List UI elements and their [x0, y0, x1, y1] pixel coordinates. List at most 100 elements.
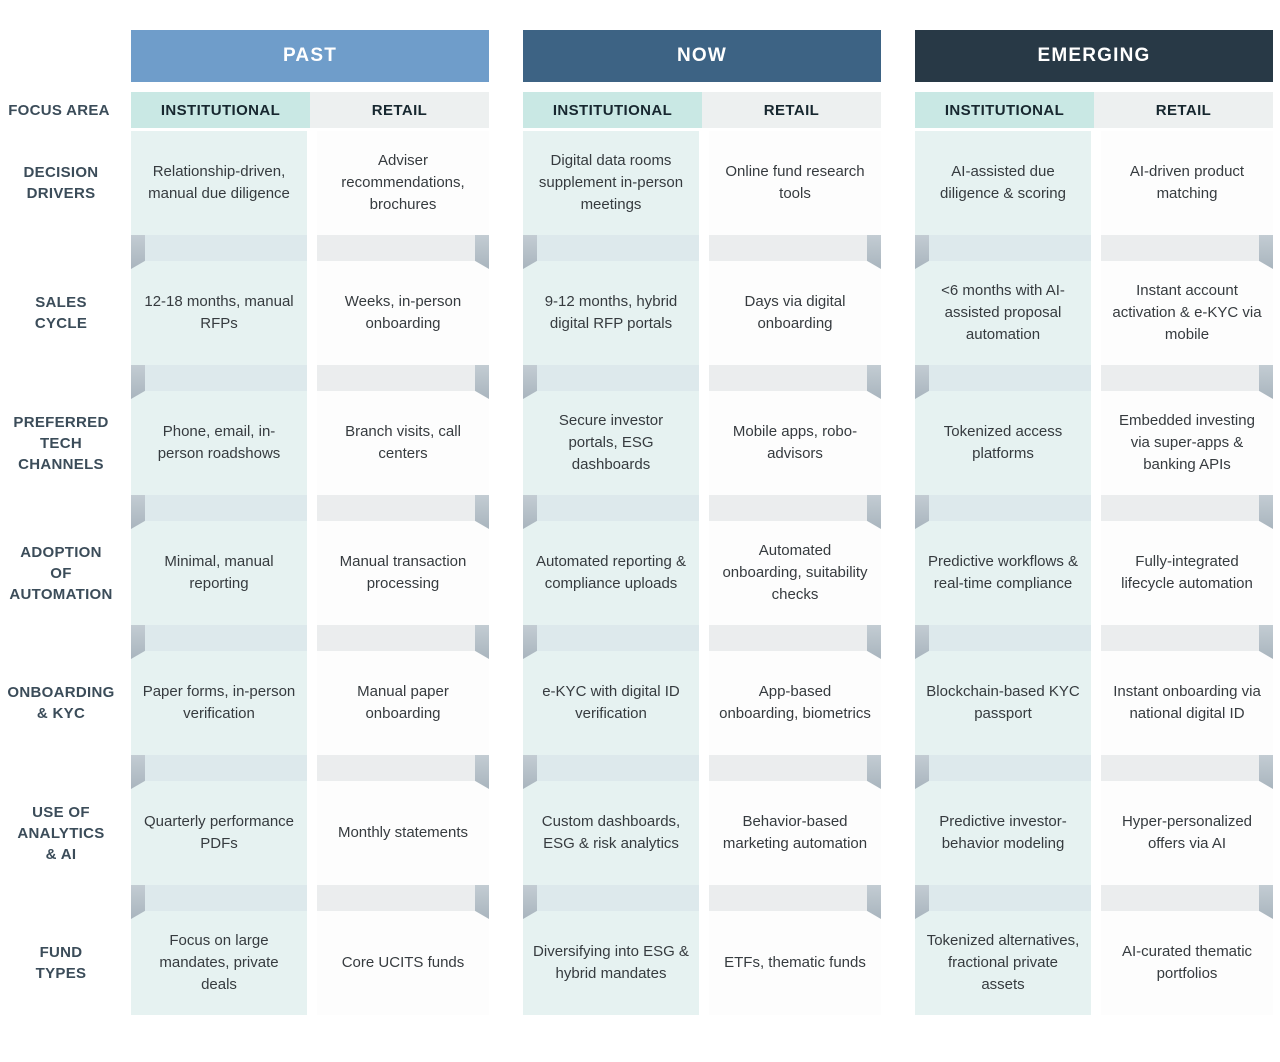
table-cell: Quarterly performance PDFs — [131, 781, 307, 885]
group-header-emerging: EMERGING — [915, 30, 1273, 82]
table-cell: Relationship-driven, manual due diligenc… — [131, 131, 307, 235]
row-separator — [915, 885, 1091, 911]
row-label-fund-types: FUND TYPES — [35, 944, 87, 982]
row-label-column: DECISION DRIVERS SALES CYCLE PREFERRED T… — [0, 131, 122, 1041]
table-cell: Automated reporting & compliance uploads — [523, 521, 699, 625]
group-header-now: NOW — [523, 30, 881, 82]
row-separator — [317, 235, 489, 261]
row-separator — [523, 495, 699, 521]
table-cell: Online fund research tools — [709, 131, 881, 235]
row-separator — [131, 885, 307, 911]
emerging-retail-subheader: RETAIL — [1094, 92, 1273, 128]
row-separator — [317, 755, 489, 781]
row-separator — [317, 365, 489, 391]
past-retail-column: Adviser recommendations, brochures Weeks… — [317, 131, 489, 1015]
table-cell: Instant account activation & e-KYC via m… — [1101, 261, 1273, 365]
row-separator — [523, 755, 699, 781]
table-cell: Custom dashboards, ESG & risk analytics — [523, 781, 699, 885]
row-separator — [131, 755, 307, 781]
row-separator — [915, 625, 1091, 651]
group-now: NOW INSTITUTIONAL RETAIL Digital data ro… — [523, 30, 881, 1015]
table-cell: Automated onboarding, suitability checks — [709, 521, 881, 625]
row-label-onboarding-kyc: ONBOARDING & KYC — [7, 684, 115, 722]
table-cell: Instant onboarding via national digital … — [1101, 651, 1273, 755]
past-retail-subheader: RETAIL — [310, 92, 489, 128]
table-cell: Digital data rooms supplement in-person … — [523, 131, 699, 235]
now-institutional-subheader: INSTITUTIONAL — [523, 92, 702, 128]
row-separator — [915, 365, 1091, 391]
group-header-past: PAST — [131, 30, 489, 82]
row-separator — [317, 885, 489, 911]
table-cell: Adviser recommendations, brochures — [317, 131, 489, 235]
emerging-institutional-subheader: INSTITUTIONAL — [915, 92, 1094, 128]
row-separator — [131, 235, 307, 261]
table-cell: ETFs, thematic funds — [709, 911, 881, 1015]
now-institutional-column: Digital data rooms supplement in-person … — [523, 131, 699, 1015]
row-separator — [523, 365, 699, 391]
table-cell: Focus on large mandates, private deals — [131, 911, 307, 1015]
row-separator — [317, 625, 489, 651]
group-past: PAST INSTITUTIONAL RETAIL Relationship-d… — [131, 30, 489, 1015]
row-label-adoption-of-automation: ADOPTION OF AUTOMATION — [9, 543, 113, 603]
table-cell: Branch visits, call centers — [317, 391, 489, 495]
table-cell: AI-assisted due diligence & scoring — [915, 131, 1091, 235]
emerging-subheader-row: INSTITUTIONAL RETAIL — [915, 92, 1273, 128]
table-cell: Predictive workflows & real-time complia… — [915, 521, 1091, 625]
row-label-decision-drivers: DECISION DRIVERS — [23, 164, 99, 202]
now-subheader-row: INSTITUTIONAL RETAIL — [523, 92, 881, 128]
table-cell: Blockchain-based KYC passport — [915, 651, 1091, 755]
row-separator — [709, 235, 881, 261]
row-label-preferred-tech-channels: PREFERRED TECH CHANNELS — [13, 413, 109, 473]
row-separator — [523, 235, 699, 261]
past-subheader-row: INSTITUTIONAL RETAIL — [131, 92, 489, 128]
row-separator — [1101, 365, 1273, 391]
table-cell: Diversifying into ESG & hybrid mandates — [523, 911, 699, 1015]
row-separator — [131, 625, 307, 651]
table-cell: Paper forms, in-person verification — [131, 651, 307, 755]
table-cell: 12-18 months, manual RFPs — [131, 261, 307, 365]
table-cell: Mobile apps, robo-advisors — [709, 391, 881, 495]
table-cell: 9-12 months, hybrid digital RFP portals — [523, 261, 699, 365]
table-cell: Manual paper onboarding — [317, 651, 489, 755]
row-separator — [709, 625, 881, 651]
table-cell: AI-driven product matching — [1101, 131, 1273, 235]
table-cell: <6 months with AI-assisted proposal auto… — [915, 261, 1091, 365]
table-cell: Fully-integrated lifecycle automation — [1101, 521, 1273, 625]
row-separator — [915, 235, 1091, 261]
table-cell: Phone, email, in-person roadshows — [131, 391, 307, 495]
group-emerging: EMERGING INSTITUTIONAL RETAIL AI-assiste… — [915, 30, 1273, 1015]
table-cell: Manual transaction processing — [317, 521, 489, 625]
table-cell: Weeks, in-person onboarding — [317, 261, 489, 365]
table-cell: Monthly statements — [317, 781, 489, 885]
table-cell: Core UCITS funds — [317, 911, 489, 1015]
row-separator — [915, 755, 1091, 781]
row-label-sales-cycle: SALES CYCLE — [34, 294, 88, 332]
focus-area-label: FOCUS AREA — [8, 101, 110, 119]
now-retail-subheader: RETAIL — [702, 92, 881, 128]
table-cell: App-based onboarding, biometrics — [709, 651, 881, 755]
table-cell: Embedded investing via super-apps & bank… — [1101, 391, 1273, 495]
emerging-retail-column: AI-driven product matching Instant accou… — [1101, 131, 1273, 1015]
emerging-institutional-column: AI-assisted due diligence & scoring <6 m… — [915, 131, 1091, 1015]
table-cell: Days via digital onboarding — [709, 261, 881, 365]
past-institutional-column: Relationship-driven, manual due diligenc… — [131, 131, 307, 1015]
table-cell: Secure investor portals, ESG dashboards — [523, 391, 699, 495]
row-separator — [1101, 495, 1273, 521]
table-cell: Hyper-personalized offers via AI — [1101, 781, 1273, 885]
row-separator — [709, 885, 881, 911]
row-separator — [523, 885, 699, 911]
table-cell: Behavior-based marketing automation — [709, 781, 881, 885]
row-separator — [709, 755, 881, 781]
row-separator — [317, 495, 489, 521]
now-retail-column: Online fund research tools Days via digi… — [709, 131, 881, 1015]
row-label-use-of-analytics-ai: USE OF ANALYTICS & AI — [17, 803, 105, 863]
row-separator — [523, 625, 699, 651]
row-separator — [1101, 235, 1273, 261]
row-separator — [131, 365, 307, 391]
table-cell: AI-curated thematic portfolios — [1101, 911, 1273, 1015]
table-cell: e-KYC with digital ID verification — [523, 651, 699, 755]
table-cell: Tokenized access platforms — [915, 391, 1091, 495]
table-cell: Minimal, manual reporting — [131, 521, 307, 625]
table-cell: Tokenized alternatives, fractional priva… — [915, 911, 1091, 1015]
